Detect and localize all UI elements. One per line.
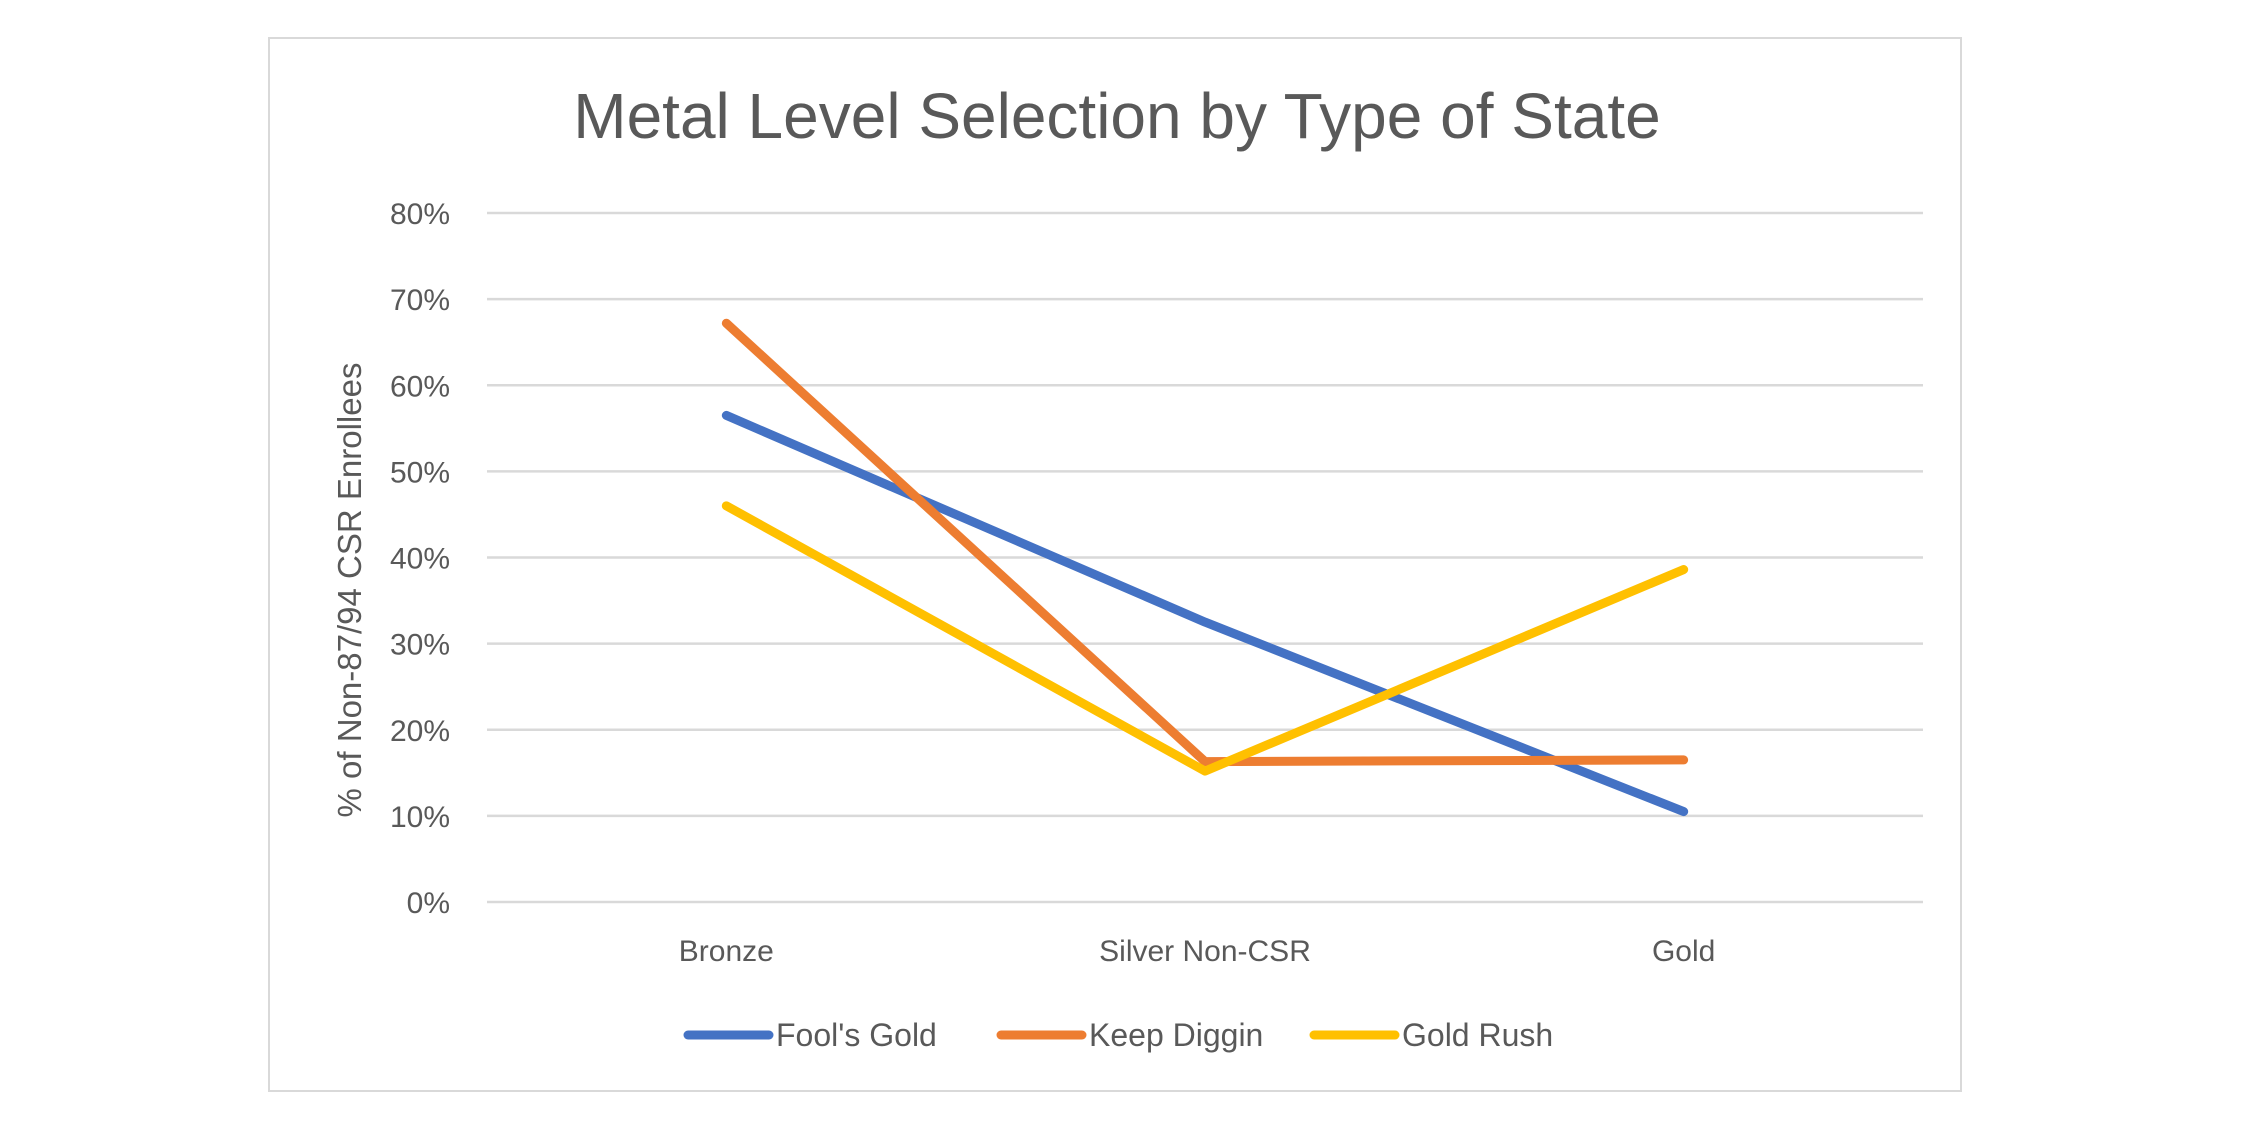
series-line-fool-s-gold <box>721 410 1689 817</box>
gridlines <box>487 211 1923 904</box>
x-tick-label: Bronze <box>679 935 774 968</box>
series-line-keep-diggin <box>721 318 1689 767</box>
x-axis-ticks: Bronze Silver Non-CSR Gold <box>679 935 1716 968</box>
y-tick-label: 30% <box>390 629 450 662</box>
y-tick-label: 40% <box>390 543 450 576</box>
series-line-gold-rush <box>721 501 1689 776</box>
y-tick-label: 0% <box>407 887 450 920</box>
legend-label: Gold Rush <box>1402 1017 1553 1053</box>
x-tick-label: Silver Non-CSR <box>1099 935 1311 968</box>
series-lines <box>721 318 1689 817</box>
y-tick-label: 20% <box>390 715 450 748</box>
y-axis-title: % of Non-87/94 CSR Enrollees <box>331 363 368 818</box>
chart-title: Metal Level Selection by Type of State <box>573 80 1660 152</box>
legend-item-keep-diggin: Keep Diggin <box>996 1017 1263 1053</box>
y-tick-label: 60% <box>390 370 450 403</box>
legend: Fool's Gold Keep Diggin Gold Rush <box>683 1017 1553 1053</box>
x-tick-label: Gold <box>1652 935 1715 968</box>
y-tick-label: 80% <box>390 198 450 231</box>
legend-label: Keep Diggin <box>1089 1017 1263 1053</box>
y-tick-label: 10% <box>390 801 450 834</box>
y-tick-label: 50% <box>390 456 450 489</box>
y-tick-label: 70% <box>390 284 450 317</box>
legend-item-fool-s-gold: Fool's Gold <box>683 1017 937 1053</box>
y-axis-ticks: 0% 10% 20% 30% 40% 50% 60% 70% 80% <box>390 198 450 920</box>
legend-item-gold-rush: Gold Rush <box>1309 1017 1553 1053</box>
legend-label: Fool's Gold <box>776 1017 937 1053</box>
